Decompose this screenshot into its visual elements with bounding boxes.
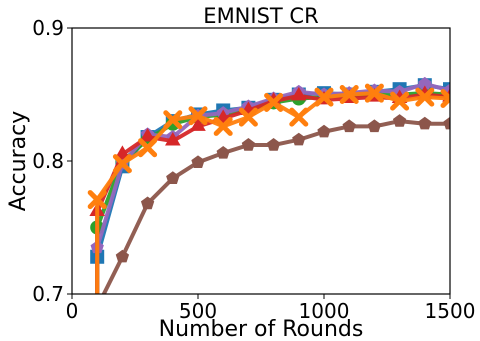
series-line xyxy=(95,91,450,294)
x-marker xyxy=(264,92,284,112)
x-tick-label: 1500 xyxy=(425,299,476,323)
pentagon-marker xyxy=(166,171,180,184)
triangle-marker xyxy=(265,92,282,106)
pentagon-marker xyxy=(91,300,104,313)
axis-layer: 0 500 1000 1500 0.7 0.8 0.9 xyxy=(32,16,475,323)
x-marker xyxy=(87,190,107,210)
pentagon-marker xyxy=(443,116,450,130)
x-marker xyxy=(339,85,359,104)
series-line xyxy=(95,119,450,294)
y-tick-label: 0.7 xyxy=(32,282,64,306)
y-tick-label: 0.8 xyxy=(32,149,64,173)
series-5 xyxy=(87,83,450,294)
x-tick-label: 1000 xyxy=(299,299,350,323)
triangle-marker xyxy=(190,117,206,131)
x-tick-label: 500 xyxy=(179,299,217,323)
x-marker xyxy=(112,154,132,174)
pentagon-marker xyxy=(241,138,256,151)
x-marker xyxy=(390,91,410,111)
pentagon-marker xyxy=(317,124,331,138)
x-marker xyxy=(238,107,258,127)
pentagon-marker xyxy=(216,146,230,159)
series-line xyxy=(95,81,450,294)
pentagon-marker xyxy=(418,76,432,90)
x-marker xyxy=(138,138,158,158)
x-marker xyxy=(415,87,435,107)
triangle-marker xyxy=(291,86,307,101)
y-axis-title: Accuracy xyxy=(6,111,31,211)
x-marker xyxy=(163,110,183,130)
chart-title: EMNIST CR xyxy=(203,4,318,28)
pentagon-marker xyxy=(115,249,130,263)
series-6 xyxy=(91,114,450,313)
pentagon-marker xyxy=(266,138,281,151)
pentagon-marker xyxy=(292,132,306,146)
x-marker xyxy=(188,106,208,126)
pentagon-marker xyxy=(367,119,382,133)
triangle-marker xyxy=(165,132,181,146)
x-marker xyxy=(440,88,450,108)
x-marker xyxy=(314,87,334,107)
y-tick-label: 0.9 xyxy=(32,16,64,40)
pentagon-marker xyxy=(418,116,432,130)
x-marker xyxy=(213,116,233,136)
pentagon-marker xyxy=(140,196,155,210)
series-layer xyxy=(87,76,450,313)
x-marker xyxy=(289,107,309,127)
triangle-marker xyxy=(114,145,131,159)
x-marker xyxy=(364,83,384,103)
x-tick-label: 0 xyxy=(66,299,79,323)
pentagon-marker xyxy=(392,114,407,127)
triangle-marker xyxy=(139,128,156,142)
pentagon-marker xyxy=(342,119,356,133)
series-1 xyxy=(90,78,450,294)
pentagon-marker xyxy=(191,155,205,168)
x-axis-title: Number of Rounds xyxy=(159,317,364,341)
